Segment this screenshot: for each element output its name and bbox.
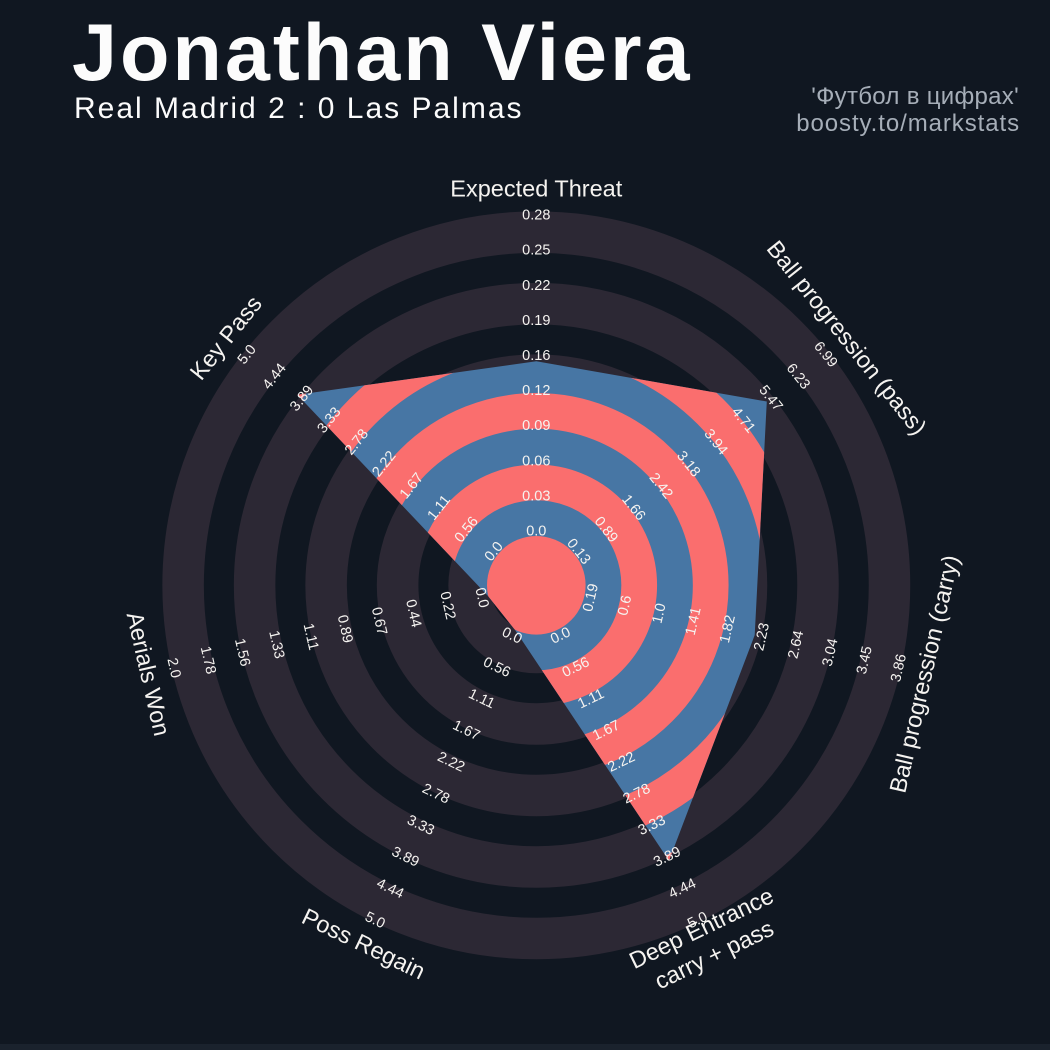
svg-text:1.78: 1.78 bbox=[197, 645, 219, 676]
svg-text:0.12: 0.12 bbox=[522, 383, 550, 399]
svg-text:5.0: 5.0 bbox=[685, 909, 710, 932]
svg-text:Jonathan Viera: Jonathan Viera bbox=[72, 8, 693, 98]
svg-text:0.89: 0.89 bbox=[334, 614, 356, 645]
svg-text:0.28: 0.28 bbox=[522, 208, 550, 224]
svg-text:1.41: 1.41 bbox=[683, 606, 705, 637]
svg-text:0.6: 0.6 bbox=[615, 594, 635, 617]
svg-text:0.16: 0.16 bbox=[522, 348, 550, 364]
svg-text:0.19: 0.19 bbox=[580, 582, 602, 613]
svg-text:0.0: 0.0 bbox=[499, 624, 524, 647]
svg-text:1.0: 1.0 bbox=[650, 602, 670, 625]
svg-text:3.86: 3.86 bbox=[888, 653, 910, 684]
svg-text:5.0: 5.0 bbox=[362, 909, 387, 932]
svg-text:3.45: 3.45 bbox=[854, 645, 876, 676]
svg-text:2.23: 2.23 bbox=[751, 621, 773, 652]
svg-text:2.0: 2.0 bbox=[163, 656, 183, 679]
svg-text:0.67: 0.67 bbox=[368, 606, 390, 637]
svg-text:0.25: 0.25 bbox=[522, 243, 550, 259]
svg-text:'Футбол в цифрах': 'Футбол в цифрах' bbox=[811, 83, 1019, 110]
svg-text:0.22: 0.22 bbox=[436, 590, 458, 621]
svg-text:0.44: 0.44 bbox=[402, 598, 424, 629]
svg-text:3.04: 3.04 bbox=[820, 637, 842, 668]
svg-text:0.19: 0.19 bbox=[522, 313, 550, 329]
svg-text:1.11: 1.11 bbox=[300, 622, 322, 652]
svg-text:0.09: 0.09 bbox=[522, 418, 550, 434]
svg-text:1.56: 1.56 bbox=[231, 637, 253, 668]
svg-text:0.0: 0.0 bbox=[526, 524, 546, 540]
svg-text:Expected Threat: Expected Threat bbox=[450, 175, 622, 201]
svg-text:1.33: 1.33 bbox=[265, 629, 287, 660]
svg-text:0.0: 0.0 bbox=[471, 586, 491, 609]
svg-text:Real Madrid 2 : 0 Las Palmas: Real Madrid 2 : 0 Las Palmas bbox=[74, 92, 524, 125]
svg-text:0.0: 0.0 bbox=[548, 624, 573, 647]
svg-text:2.64: 2.64 bbox=[785, 629, 807, 660]
svg-text:0.22: 0.22 bbox=[522, 278, 550, 294]
svg-text:0.03: 0.03 bbox=[522, 488, 550, 504]
svg-text:0.06: 0.06 bbox=[522, 453, 550, 469]
svg-text:boosty.to/markstats: boosty.to/markstats bbox=[796, 110, 1020, 137]
svg-text:1.82: 1.82 bbox=[717, 614, 739, 645]
